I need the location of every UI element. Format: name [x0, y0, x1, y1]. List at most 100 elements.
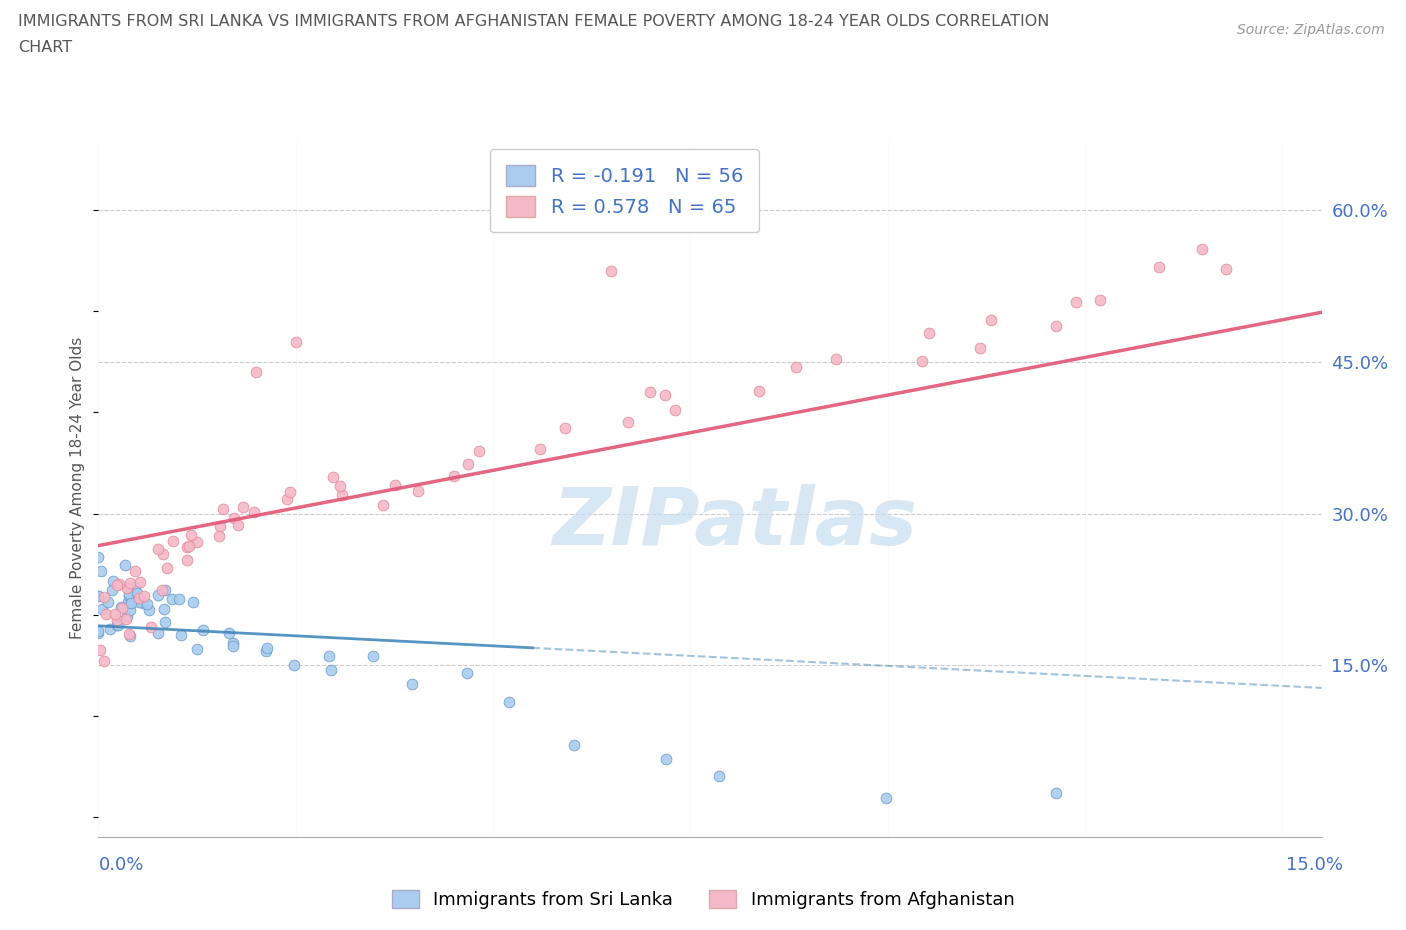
Point [918, 326, 941, 340]
Point [221, 639, 243, 654]
Point [128, 591, 150, 605]
Point [232, 499, 254, 514]
Text: Source: ZipAtlas.com: Source: ZipAtlas.com [1237, 23, 1385, 37]
Point [118, 586, 141, 601]
Point [110, 599, 132, 614]
Point [654, 388, 676, 403]
Point [330, 487, 353, 502]
Point [120, 576, 142, 591]
Point [498, 695, 520, 710]
Text: ZIPatlas: ZIPatlas [553, 485, 917, 562]
Point [105, 578, 128, 592]
Point [124, 564, 146, 578]
Point [107, 577, 129, 591]
Point [93, 590, 115, 604]
Point [318, 648, 340, 663]
Point [181, 594, 204, 609]
Point [1215, 261, 1237, 276]
Point [707, 768, 730, 783]
Point [131, 595, 153, 610]
Text: 15.0%: 15.0% [1285, 856, 1343, 873]
Point [124, 579, 146, 594]
Point [875, 790, 897, 805]
Point [319, 663, 342, 678]
Point [1147, 259, 1170, 274]
Point [191, 622, 214, 637]
Point [824, 352, 846, 366]
Point [177, 538, 200, 553]
Point [980, 313, 1002, 328]
Point [186, 535, 208, 550]
Point [218, 626, 240, 641]
Point [87, 626, 110, 641]
Point [128, 594, 150, 609]
Point [114, 611, 136, 626]
Point [105, 613, 128, 628]
Point [97, 595, 120, 610]
Point [284, 334, 307, 349]
Point [146, 588, 169, 603]
Point [1045, 318, 1067, 333]
Point [129, 575, 152, 590]
Point [322, 470, 344, 485]
Point [208, 529, 231, 544]
Point [118, 627, 141, 642]
Point [100, 621, 122, 636]
Point [120, 596, 142, 611]
Point [1088, 292, 1111, 307]
Text: 0.0%: 0.0% [98, 856, 143, 873]
Point [155, 583, 177, 598]
Point [361, 648, 384, 663]
Legend: R = -0.191   N = 56, R = 0.578   N = 65: R = -0.191 N = 56, R = 0.578 N = 65 [491, 149, 758, 232]
Point [457, 457, 479, 472]
Point [167, 591, 190, 606]
Point [111, 601, 134, 616]
Point [91, 602, 114, 617]
Point [256, 641, 278, 656]
Point [278, 485, 301, 499]
Point [283, 658, 305, 673]
Point [212, 501, 235, 516]
Point [616, 414, 638, 429]
Point [87, 589, 110, 604]
Point [150, 583, 173, 598]
Point [153, 601, 176, 616]
Point [911, 353, 934, 368]
Point [329, 478, 352, 493]
Point [90, 564, 112, 578]
Point [254, 644, 277, 658]
Point [152, 547, 174, 562]
Point [456, 666, 478, 681]
Legend: Immigrants from Sri Lanka, Immigrants from Afghanistan: Immigrants from Sri Lanka, Immigrants fr… [384, 883, 1022, 916]
Point [120, 603, 142, 618]
Point [118, 589, 141, 604]
Point [107, 618, 129, 632]
Point [245, 365, 267, 379]
Point [401, 676, 423, 691]
Point [141, 619, 163, 634]
Point [170, 627, 193, 642]
Point [785, 360, 807, 375]
Point [562, 737, 585, 752]
Point [969, 340, 991, 355]
Point [467, 444, 489, 458]
Point [554, 420, 576, 435]
Point [655, 751, 678, 766]
Point [180, 527, 202, 542]
Point [136, 597, 159, 612]
Point [176, 539, 198, 554]
Point [162, 534, 184, 549]
Point [120, 628, 142, 643]
Point [87, 623, 110, 638]
Point [89, 642, 111, 657]
Point [242, 504, 264, 519]
Y-axis label: Female Poverty Among 18-24 Year Olds: Female Poverty Among 18-24 Year Olds [70, 338, 86, 640]
Point [1064, 294, 1087, 309]
Point [117, 594, 139, 609]
Point [87, 589, 110, 604]
Point [600, 263, 623, 278]
Point [105, 618, 128, 632]
Point [114, 557, 136, 572]
Point [146, 626, 169, 641]
Point [222, 635, 245, 650]
